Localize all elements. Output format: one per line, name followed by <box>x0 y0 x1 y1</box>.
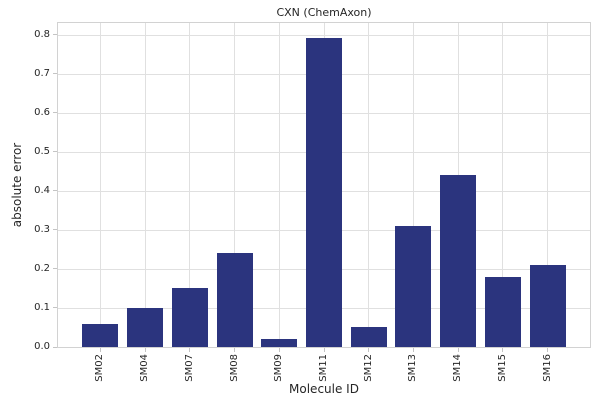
y-tick-mark <box>53 190 57 192</box>
x-tick-mark <box>99 348 101 352</box>
x-tick-mark <box>502 348 504 352</box>
x-tick-mark <box>457 348 459 352</box>
y-tick-mark <box>53 34 57 36</box>
y-tick-label: 0.1 <box>34 301 50 313</box>
bar-SM08 <box>216 253 253 347</box>
x-tick-mark <box>278 348 280 352</box>
bar-SM14 <box>440 175 477 347</box>
bar-SM13 <box>395 225 432 347</box>
x-tick-mark <box>547 348 549 352</box>
bar-SM07 <box>171 288 208 347</box>
x-gridline <box>234 23 236 347</box>
chart-title: CXN (ChemAxon) <box>276 6 372 19</box>
x-tick-mark <box>368 348 370 352</box>
y-tick-mark <box>53 307 57 309</box>
plot-area <box>57 22 591 348</box>
x-tick-label: SM16 <box>541 354 553 382</box>
x-tick-label: SM09 <box>273 354 285 382</box>
bar-SM02 <box>82 323 119 347</box>
x-tick-label: SM14 <box>452 354 464 382</box>
x-gridline <box>502 23 504 347</box>
x-tick-mark <box>189 348 191 352</box>
y-tick-label: 0.0 <box>34 341 50 352</box>
x-tick-mark <box>323 348 325 352</box>
bar-SM04 <box>127 307 164 347</box>
x-tick-label: SM12 <box>362 354 374 382</box>
y-tick-mark <box>53 346 57 348</box>
bar-SM15 <box>484 276 521 347</box>
x-tick-label: SM13 <box>407 354 419 382</box>
y-tick-mark <box>53 268 57 270</box>
x-gridline <box>144 23 146 347</box>
x-tick-mark <box>234 348 236 352</box>
y-tick-mark <box>53 229 57 231</box>
y-tick-mark <box>53 112 57 114</box>
bar-SM09 <box>261 339 298 347</box>
y-tick-label: 0.7 <box>34 67 50 79</box>
bar-SM16 <box>529 264 566 347</box>
x-tick-mark <box>412 348 414 352</box>
y-tick-label: 0.8 <box>34 28 50 40</box>
x-gridline <box>412 23 414 347</box>
x-tick-label: SM15 <box>496 354 508 382</box>
x-tick-label: SM07 <box>183 354 195 382</box>
x-gridline <box>278 23 280 347</box>
y-tick-label: 0.4 <box>34 184 50 196</box>
x-tick-label: SM11 <box>318 354 329 382</box>
x-axis-label: Molecule ID <box>289 382 359 396</box>
x-tick-mark <box>144 348 146 352</box>
y-tick-label: 0.6 <box>34 106 50 118</box>
y-tick-label: 0.5 <box>34 145 50 157</box>
x-tick-label: SM08 <box>228 354 240 382</box>
x-gridline <box>368 23 370 347</box>
x-gridline <box>99 23 101 347</box>
x-tick-label: SM04 <box>139 354 151 382</box>
y-tick-mark <box>53 151 57 153</box>
bar-SM12 <box>350 327 387 347</box>
bar-SM11 <box>306 38 342 347</box>
y-tick-label: 0.3 <box>34 223 50 235</box>
y-tick-mark <box>53 73 57 75</box>
y-tick-label: 0.2 <box>34 262 50 274</box>
x-gridline <box>189 23 191 347</box>
x-tick-label: SM02 <box>94 354 106 382</box>
x-gridline <box>547 23 549 347</box>
